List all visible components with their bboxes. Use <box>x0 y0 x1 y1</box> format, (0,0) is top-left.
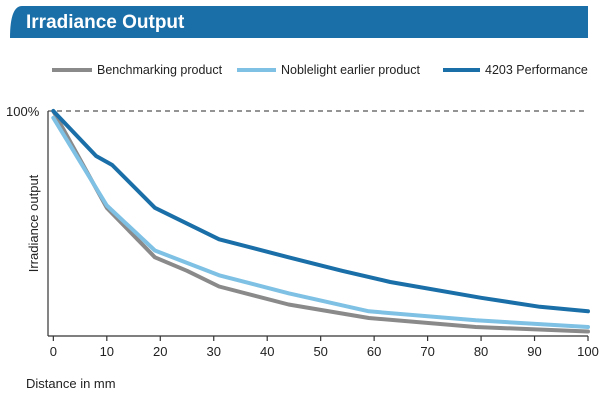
legend-entry-4203: 4203 Performance <box>443 63 588 77</box>
x-tick-label: 40 <box>260 344 274 359</box>
legend-entry-noblelight: Noblelight earlier product <box>237 63 420 77</box>
series-line-2 <box>51 109 590 314</box>
x-axis-label: Distance in mm <box>26 376 116 391</box>
x-tick-label: 100 <box>577 344 599 359</box>
y-axis-label: Irradiance output <box>26 174 41 272</box>
series-line-0 <box>51 109 590 334</box>
legend-label-benchmarking: Benchmarking product <box>97 63 223 77</box>
x-tick-label: 80 <box>474 344 488 359</box>
x-tick-label: 0 <box>50 344 57 359</box>
title-banner: Irradiance Output <box>10 6 588 38</box>
chart-title: Irradiance Output <box>26 12 185 33</box>
line-chart: 0 10 20 30 40 50 60 70 80 90 100 100% Irradiance o… <box>6 104 599 391</box>
y-ref-label: 100% <box>6 104 40 119</box>
x-tick-label: 70 <box>420 344 434 359</box>
legend-label-noblelight: Noblelight earlier product <box>281 63 420 77</box>
x-tick-label: 10 <box>100 344 114 359</box>
x-tick-label: 60 <box>367 344 381 359</box>
legend: Benchmarking product Noblelight earlier … <box>52 63 588 77</box>
x-tick-label: 30 <box>207 344 221 359</box>
legend-entry-benchmarking: Benchmarking product <box>52 63 223 77</box>
x-tick-label: 90 <box>527 344 541 359</box>
banner-shape <box>10 6 588 38</box>
x-tick-label: 50 <box>313 344 327 359</box>
legend-label-4203: 4203 Performance <box>485 63 588 77</box>
series-line-1 <box>51 115 590 329</box>
x-tick-label: 20 <box>153 344 167 359</box>
